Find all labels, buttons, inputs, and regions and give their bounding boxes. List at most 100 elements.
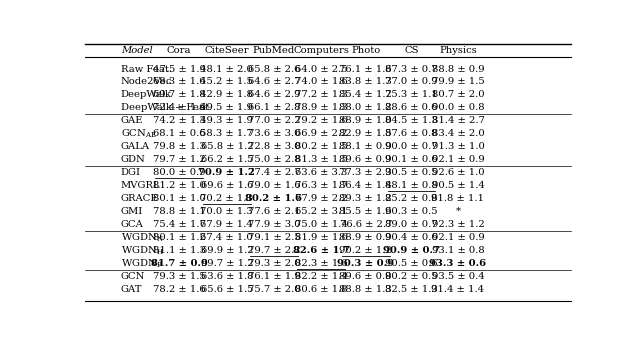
Text: MVGRL: MVGRL bbox=[121, 181, 160, 190]
Text: 80.1 ± 1.2: 80.1 ± 1.2 bbox=[153, 233, 205, 242]
Text: 80.7 ± 2.0: 80.7 ± 2.0 bbox=[431, 90, 484, 100]
Text: 69.6 ± 1.6: 69.6 ± 1.6 bbox=[200, 181, 253, 190]
Text: 89.6 ± 0.9: 89.6 ± 0.9 bbox=[339, 155, 392, 164]
Text: 82.2 ± 1.4: 82.2 ± 1.4 bbox=[294, 272, 348, 281]
Text: 88.9 ± 1.0: 88.9 ± 1.0 bbox=[339, 116, 392, 125]
Text: 82.6 ± 1.7: 82.6 ± 1.7 bbox=[292, 246, 349, 255]
Text: GCA: GCA bbox=[121, 220, 143, 229]
Text: 77.6 ± 2.1: 77.6 ± 2.1 bbox=[248, 207, 300, 216]
Text: 79.9 ± 1.5: 79.9 ± 1.5 bbox=[431, 77, 484, 87]
Text: DeepWalk + Feat.: DeepWalk + Feat. bbox=[121, 103, 212, 113]
Text: Computers: Computers bbox=[293, 46, 349, 55]
Text: 88.0 ± 1.2: 88.0 ± 1.2 bbox=[339, 103, 392, 113]
Text: 47.5 ± 1.9: 47.5 ± 1.9 bbox=[153, 64, 205, 74]
Text: 93.3 ± 0.6: 93.3 ± 0.6 bbox=[429, 259, 486, 268]
Text: 76.1 ± 1.9: 76.1 ± 1.9 bbox=[248, 272, 300, 281]
Text: 79.1 ± 2.5: 79.1 ± 2.5 bbox=[248, 233, 300, 242]
Text: 67.4 ± 1.0: 67.4 ± 1.0 bbox=[200, 233, 253, 242]
Text: 68.3 ± 1.6: 68.3 ± 1.6 bbox=[153, 77, 205, 87]
Text: 82.5 ± 1.3: 82.5 ± 1.3 bbox=[385, 285, 438, 294]
Text: Node2Vec: Node2Vec bbox=[121, 77, 172, 87]
Text: 73.6 ± 3.0: 73.6 ± 3.0 bbox=[248, 129, 300, 138]
Text: 84.5 ± 1.3: 84.5 ± 1.3 bbox=[385, 116, 438, 125]
Text: GCN$_\mathregular{AE}$: GCN$_\mathregular{AE}$ bbox=[121, 128, 157, 140]
Text: 79.0 ± 1.6: 79.0 ± 1.6 bbox=[248, 181, 300, 190]
Text: 90.5 ± 0.5: 90.5 ± 0.5 bbox=[385, 168, 438, 177]
Text: 79.7 ± 2.2: 79.7 ± 2.2 bbox=[248, 246, 300, 255]
Text: WGDN$_\mathregular{N}$: WGDN$_\mathregular{N}$ bbox=[121, 231, 164, 244]
Text: 92.1 ± 0.9: 92.1 ± 0.9 bbox=[431, 233, 484, 242]
Text: Model: Model bbox=[121, 46, 152, 55]
Text: DGI: DGI bbox=[121, 168, 141, 177]
Text: 86.4 ± 1.4: 86.4 ± 1.4 bbox=[339, 181, 392, 190]
Text: CS: CS bbox=[404, 46, 419, 55]
Text: 88.8 ± 1.3: 88.8 ± 1.3 bbox=[339, 285, 392, 294]
Text: 90.9 ± 0.7: 90.9 ± 0.7 bbox=[383, 246, 440, 255]
Text: 78.2 ± 1.6: 78.2 ± 1.6 bbox=[153, 285, 205, 294]
Text: 90.5 ± 1.4: 90.5 ± 1.4 bbox=[431, 181, 484, 190]
Text: 76.1 ± 1.6: 76.1 ± 1.6 bbox=[339, 64, 392, 74]
Text: 81.7 ± 0.9: 81.7 ± 0.9 bbox=[151, 259, 207, 268]
Text: Photo: Photo bbox=[351, 46, 380, 55]
Text: *: * bbox=[456, 207, 461, 216]
Text: GMI: GMI bbox=[121, 207, 143, 216]
Text: 80.0 ± 0.9: 80.0 ± 0.9 bbox=[153, 168, 205, 177]
Text: 79.7 ± 1.2: 79.7 ± 1.2 bbox=[153, 155, 205, 164]
Text: 92.3 ± 1.2: 92.3 ± 1.2 bbox=[431, 220, 484, 229]
Text: Physics: Physics bbox=[439, 46, 477, 55]
Text: 77.3 ± 2.3: 77.3 ± 2.3 bbox=[339, 168, 392, 177]
Text: 76.6 ± 2.7: 76.6 ± 2.7 bbox=[339, 220, 392, 229]
Text: 65.2 ± 3.1: 65.2 ± 3.1 bbox=[295, 207, 348, 216]
Text: 91.8 ± 1.1: 91.8 ± 1.1 bbox=[431, 194, 484, 203]
Text: 75.4 ± 1.7: 75.4 ± 1.7 bbox=[153, 220, 205, 229]
Text: 49.5 ± 1.9: 49.5 ± 1.9 bbox=[200, 103, 253, 113]
Text: 90.3 ± 0.5: 90.3 ± 0.5 bbox=[385, 207, 438, 216]
Text: 70.0 ± 1.3: 70.0 ± 1.3 bbox=[200, 207, 253, 216]
Text: GRACE: GRACE bbox=[121, 194, 158, 203]
Text: 64.0 ± 2.5: 64.0 ± 2.5 bbox=[295, 64, 348, 74]
Text: 90.2 ± 0.5: 90.2 ± 0.5 bbox=[385, 272, 438, 281]
Text: 89.6 ± 0.8: 89.6 ± 0.8 bbox=[339, 272, 392, 281]
Text: 91.3 ± 1.0: 91.3 ± 1.0 bbox=[431, 142, 484, 151]
Text: 78.8 ± 1.1: 78.8 ± 1.1 bbox=[153, 207, 205, 216]
Text: 90.4 ± 0.6: 90.4 ± 0.6 bbox=[385, 233, 438, 242]
Text: 70.2 ± 1.3: 70.2 ± 1.3 bbox=[200, 194, 253, 203]
Text: 74.2 ± 1.3: 74.2 ± 1.3 bbox=[153, 116, 205, 125]
Text: 66.1 ± 2.8: 66.1 ± 2.8 bbox=[248, 103, 300, 113]
Text: 82.3 ± 1.6: 82.3 ± 1.6 bbox=[295, 259, 348, 268]
Text: 67.9 ± 1.4: 67.9 ± 1.4 bbox=[200, 220, 253, 229]
Text: 93.1 ± 0.8: 93.1 ± 0.8 bbox=[431, 246, 484, 255]
Text: 87.6 ± 0.8: 87.6 ± 0.8 bbox=[385, 129, 438, 138]
Text: 80.1 ± 1.0: 80.1 ± 1.0 bbox=[153, 194, 205, 203]
Text: WGDN$_\mathregular{P}$: WGDN$_\mathregular{P}$ bbox=[121, 257, 162, 270]
Text: GALA: GALA bbox=[121, 142, 150, 151]
Text: DeepWalk: DeepWalk bbox=[121, 90, 172, 100]
Text: 68.1 ± 0.6: 68.1 ± 0.6 bbox=[153, 129, 205, 138]
Text: 77.2 ± 1.3: 77.2 ± 1.3 bbox=[294, 90, 348, 100]
Text: 49.3 ± 1.9: 49.3 ± 1.9 bbox=[200, 116, 253, 125]
Text: 63.6 ± 3.3: 63.6 ± 3.3 bbox=[295, 168, 348, 177]
Text: 89.0 ± 0.7: 89.0 ± 0.7 bbox=[385, 220, 438, 229]
Text: CiteSeer: CiteSeer bbox=[205, 46, 249, 55]
Text: 69.9 ± 1.2: 69.9 ± 1.2 bbox=[200, 246, 253, 255]
Text: 87.3 ± 0.7: 87.3 ± 0.7 bbox=[385, 64, 438, 74]
Text: 83.8 ± 1.3: 83.8 ± 1.3 bbox=[339, 77, 392, 87]
Text: 85.2 ± 0.8: 85.2 ± 0.8 bbox=[385, 194, 438, 203]
Text: 45.2 ± 1.5: 45.2 ± 1.5 bbox=[200, 77, 253, 87]
Text: 66.9 ± 2.2: 66.9 ± 2.2 bbox=[295, 129, 348, 138]
Text: 88.1 ± 0.8: 88.1 ± 0.8 bbox=[385, 181, 438, 190]
Text: 77.0 ± 0.9: 77.0 ± 0.9 bbox=[385, 77, 438, 87]
Text: 75.0 ± 1.4: 75.0 ± 1.4 bbox=[294, 220, 348, 229]
Text: 88.9 ± 0.9: 88.9 ± 0.9 bbox=[339, 233, 392, 242]
Text: 81.1 ± 1.3: 81.1 ± 1.3 bbox=[153, 246, 205, 255]
Text: 92.1 ± 0.9: 92.1 ± 0.9 bbox=[431, 155, 484, 164]
Text: 81.3 ± 1.5: 81.3 ± 1.5 bbox=[294, 155, 348, 164]
Text: Raw Feat.: Raw Feat. bbox=[121, 64, 172, 74]
Text: 92.6 ± 1.0: 92.6 ± 1.0 bbox=[431, 168, 484, 177]
Text: 88.1 ± 0.9: 88.1 ± 0.9 bbox=[339, 142, 392, 151]
Text: 90.5 ± 0.6: 90.5 ± 0.6 bbox=[385, 259, 438, 268]
Text: 70.9 ± 1.2: 70.9 ± 1.2 bbox=[198, 168, 255, 177]
Text: 64.6 ± 2.9: 64.6 ± 2.9 bbox=[248, 90, 300, 100]
Text: 63.6 ± 1.8: 63.6 ± 1.8 bbox=[200, 272, 253, 281]
Text: Cora: Cora bbox=[167, 46, 191, 55]
